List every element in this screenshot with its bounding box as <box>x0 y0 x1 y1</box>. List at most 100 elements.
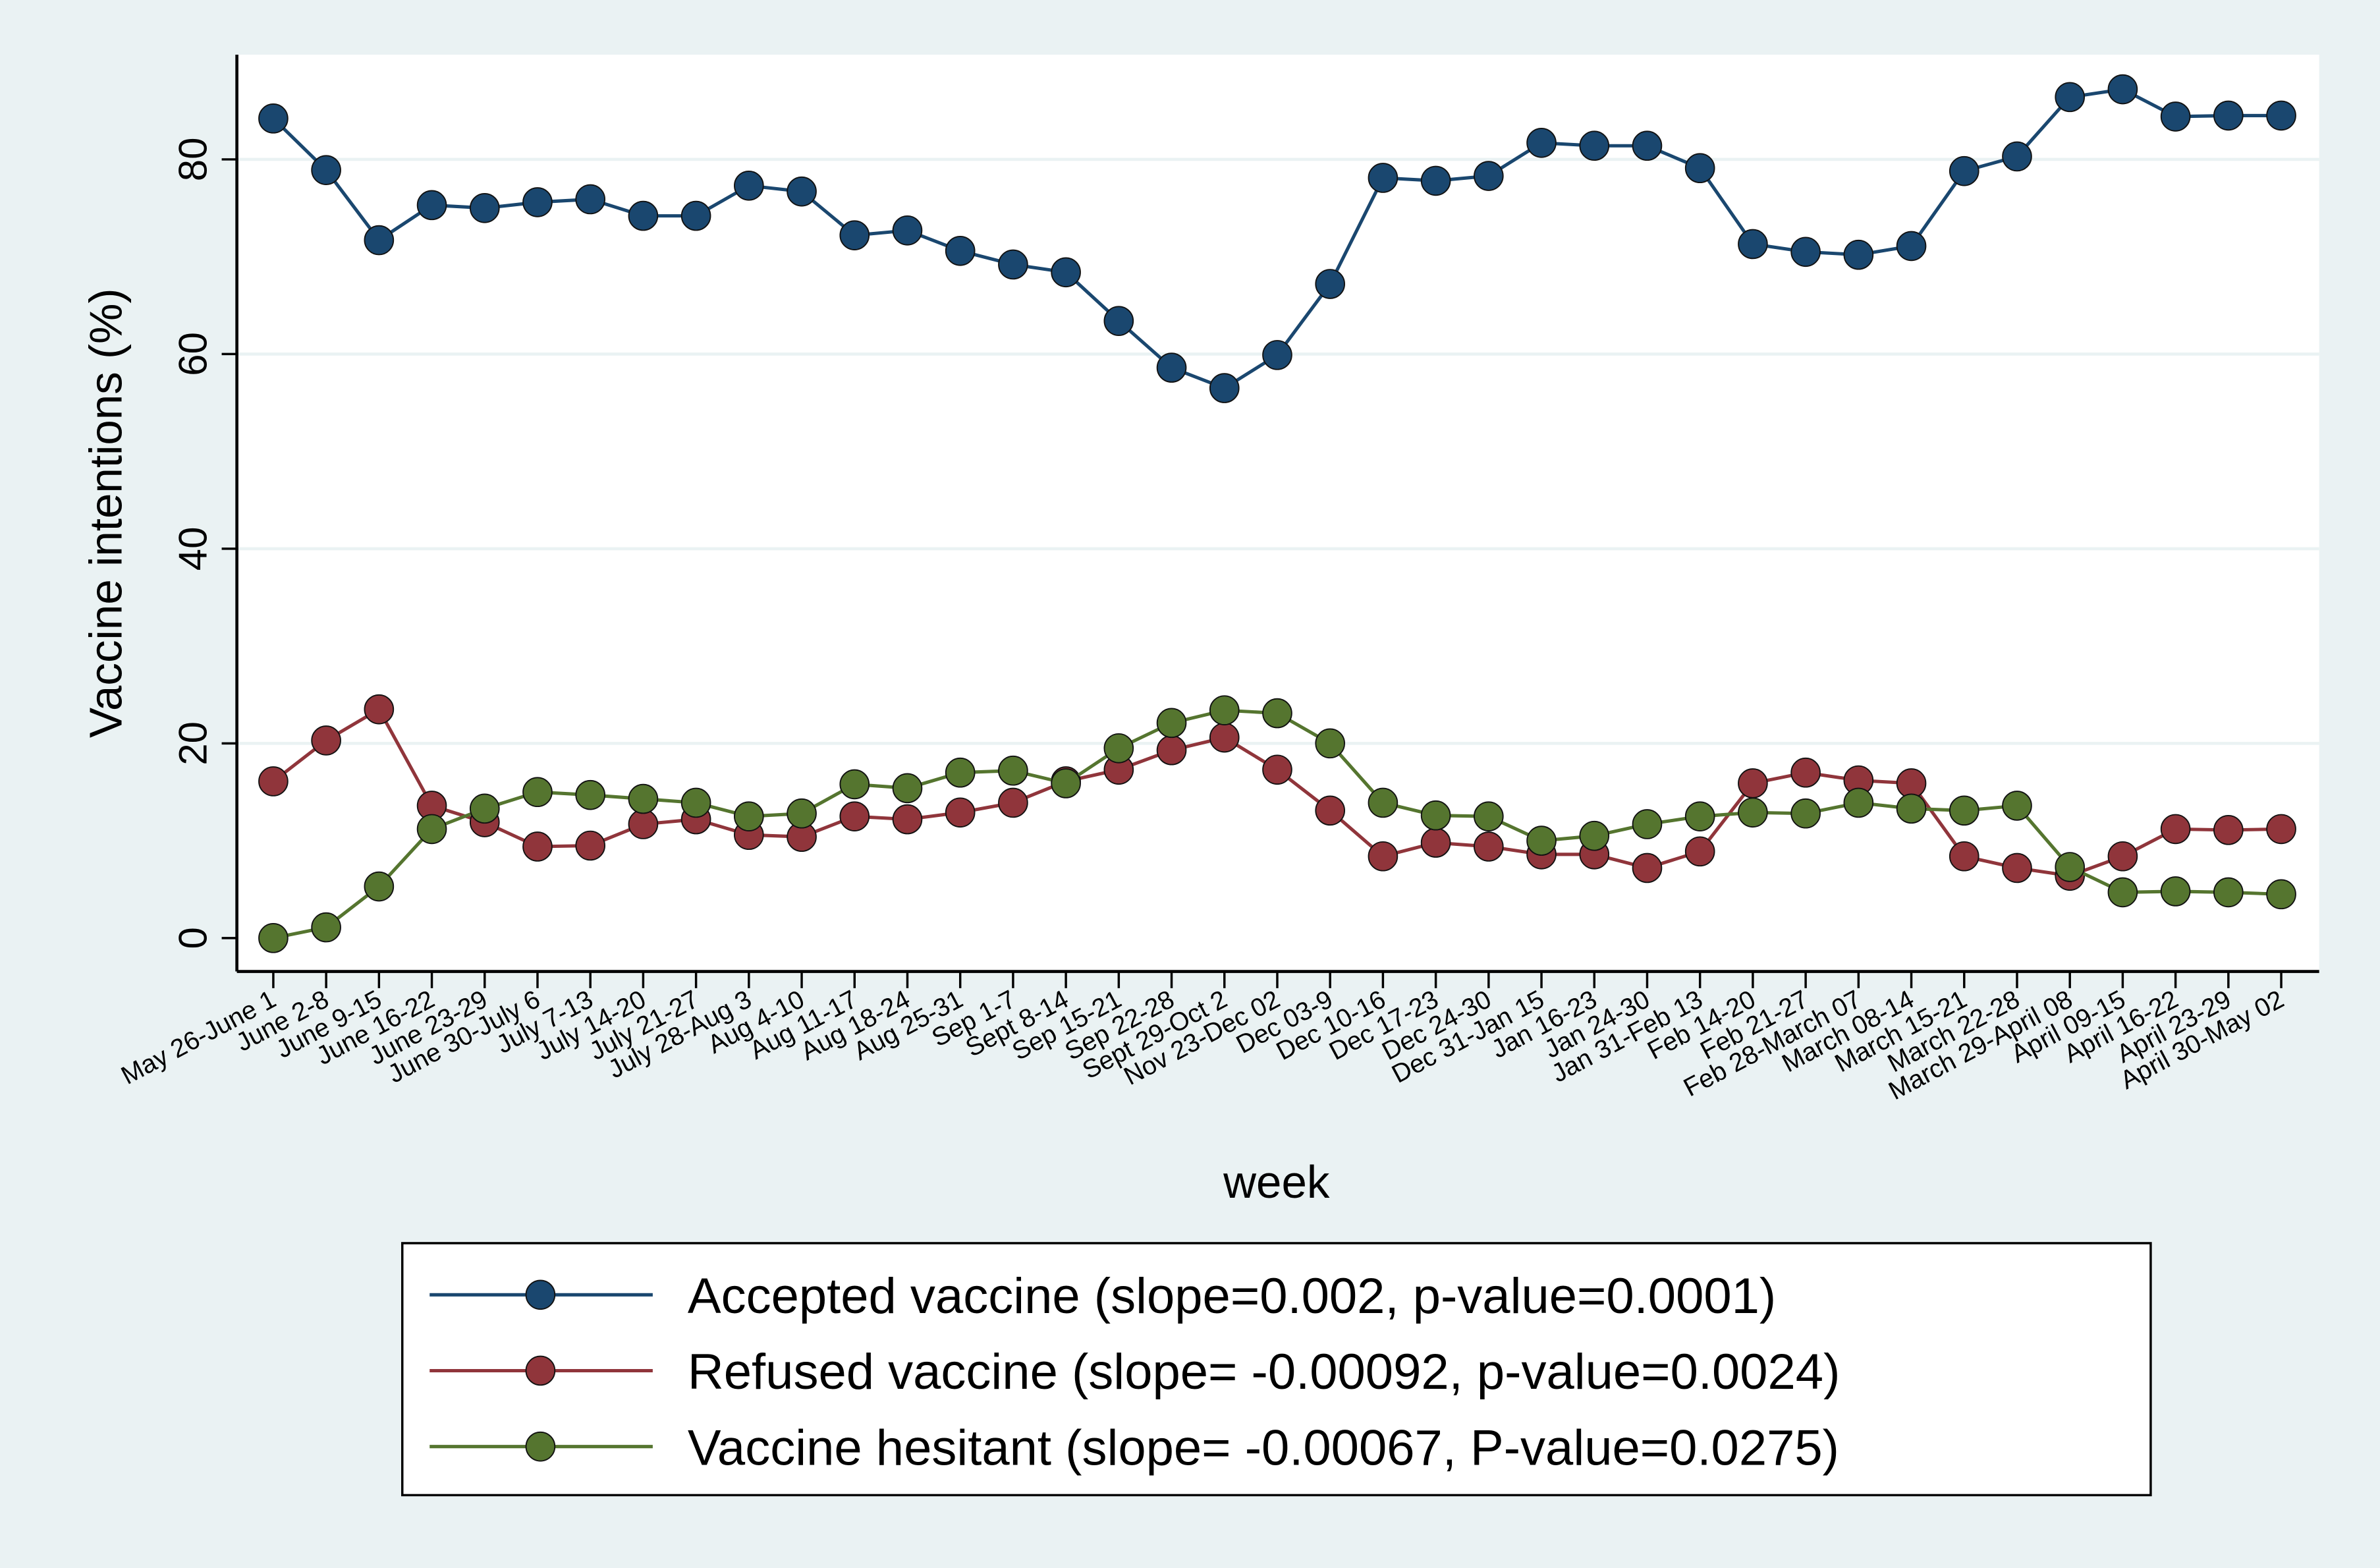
legend-marker <box>525 1279 556 1310</box>
data-point <box>680 200 711 231</box>
data-point <box>1579 130 1610 161</box>
data-point <box>2266 879 2296 910</box>
legend-marker <box>525 1355 556 1386</box>
data-point <box>416 190 447 221</box>
data-point <box>2266 100 2296 131</box>
data-point <box>1262 754 1292 785</box>
series-0 <box>258 74 2296 403</box>
data-point <box>575 779 605 810</box>
data-point <box>311 912 341 943</box>
data-point <box>1103 733 1134 764</box>
plot-area <box>236 54 2319 972</box>
data-point <box>945 235 976 266</box>
data-point <box>2213 815 2244 845</box>
y-tick-label: 60 <box>171 332 215 376</box>
data-point <box>258 766 289 797</box>
data-point <box>522 187 553 217</box>
data-point <box>2213 877 2244 908</box>
y-tick-label: 40 <box>171 527 215 571</box>
data-point <box>839 801 870 831</box>
data-point <box>1051 257 1081 288</box>
data-point <box>469 793 500 824</box>
data-point <box>469 192 500 223</box>
data-point <box>945 797 976 828</box>
data-point <box>2107 877 2138 908</box>
data-point <box>1896 768 1927 798</box>
data-point <box>575 830 605 861</box>
series-2 <box>258 695 2296 953</box>
legend-box <box>401 1242 2152 1497</box>
data-point <box>1156 735 1187 766</box>
data-point <box>1843 787 1874 818</box>
data-point <box>1262 340 1292 370</box>
data-point <box>522 831 553 862</box>
data-point <box>998 249 1028 280</box>
data-point <box>522 777 553 808</box>
series-group <box>258 74 2296 953</box>
data-point <box>1156 708 1187 739</box>
data-point <box>1896 793 1927 824</box>
data-point <box>1738 229 1768 260</box>
data-point <box>2002 853 2032 883</box>
data-point <box>1843 239 1874 270</box>
x-axis-title: week <box>1223 1156 1330 1208</box>
data-point <box>998 787 1028 818</box>
data-point <box>839 769 870 800</box>
data-point <box>1949 155 1979 186</box>
data-point <box>364 225 395 256</box>
data-point <box>2002 791 2032 821</box>
data-point <box>1315 728 1346 759</box>
data-point <box>1632 809 1663 839</box>
data-point <box>1896 231 1927 262</box>
data-point <box>1738 797 1768 828</box>
data-point <box>1474 801 1504 831</box>
data-point <box>734 801 764 831</box>
data-point <box>628 783 659 814</box>
data-point <box>2266 814 2296 845</box>
legend-label: Refused vaccine (slope= -0.00092, p-valu… <box>688 1344 1840 1400</box>
legend: Accepted vaccine (slope=0.002, p-value=0… <box>401 1242 2152 1497</box>
data-point <box>892 215 923 246</box>
data-point <box>2160 101 2191 132</box>
data-point <box>1156 352 1187 383</box>
data-point <box>2107 841 2138 872</box>
data-point <box>1368 841 1398 872</box>
data-point <box>2107 74 2138 105</box>
data-point <box>839 220 870 250</box>
data-point <box>1315 269 1346 299</box>
y-tick-label: 0 <box>171 927 215 949</box>
data-point <box>2055 852 2086 882</box>
data-point <box>258 923 289 953</box>
data-point <box>364 694 395 725</box>
legend-label: Accepted vaccine (slope=0.002, p-value=0… <box>688 1268 1776 1324</box>
data-point <box>1262 698 1292 729</box>
data-point <box>2055 82 2086 113</box>
data-point <box>2002 141 2032 172</box>
data-point <box>1790 237 1821 267</box>
data-point <box>416 814 447 845</box>
data-point <box>258 103 289 134</box>
data-point <box>311 725 341 756</box>
data-point <box>1579 820 1610 851</box>
data-point <box>787 176 817 207</box>
data-point <box>1209 722 1240 753</box>
data-point <box>1103 306 1134 336</box>
data-point <box>1632 853 1663 883</box>
data-point <box>2213 100 2244 131</box>
data-point <box>1051 768 1081 798</box>
data-point <box>1368 787 1398 818</box>
data-point <box>1684 801 1715 831</box>
data-point <box>892 773 923 804</box>
data-point <box>1790 757 1821 788</box>
data-point <box>1790 798 1821 829</box>
data-point <box>787 798 817 829</box>
data-point <box>1949 841 1979 872</box>
data-point <box>1684 836 1715 867</box>
data-point <box>1420 800 1451 831</box>
data-point <box>575 184 605 215</box>
data-point <box>2160 876 2191 907</box>
data-point <box>734 170 764 201</box>
legend-marker <box>525 1431 556 1462</box>
data-point <box>1315 795 1346 826</box>
